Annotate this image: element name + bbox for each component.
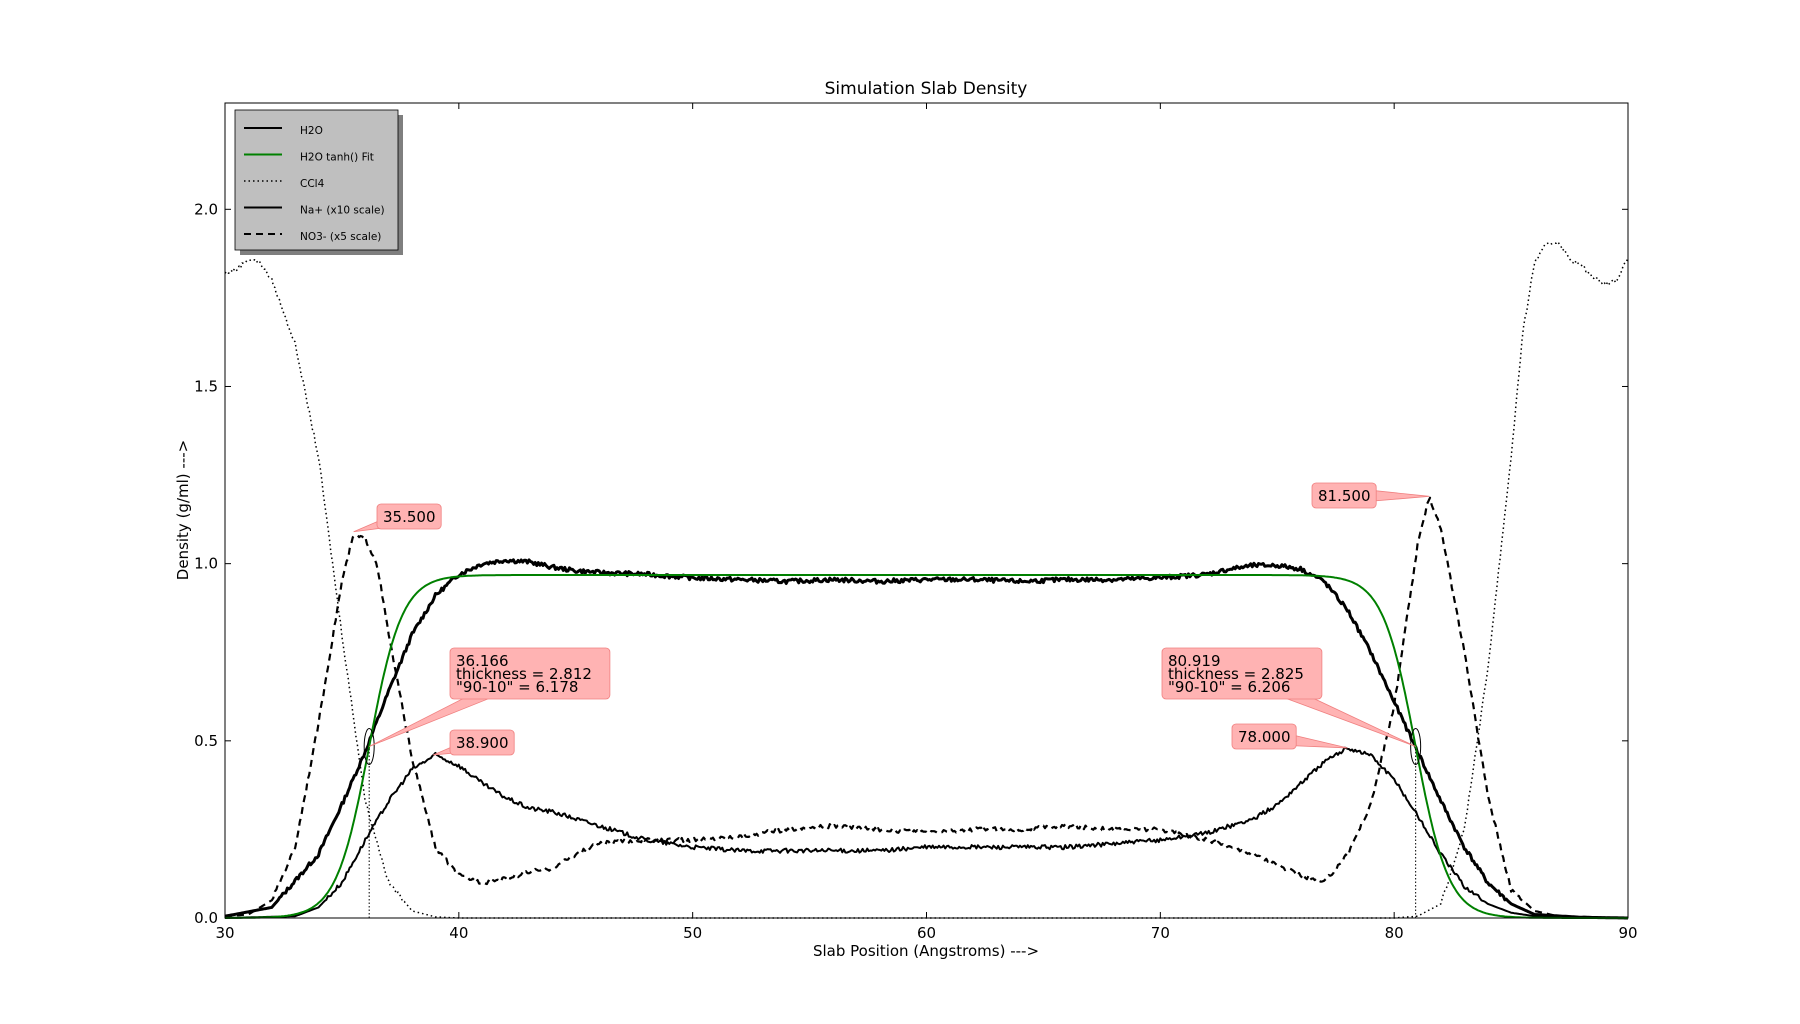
annotation-box	[449, 729, 515, 756]
series-line-no3-x5-scale	[224, 496, 1628, 920]
annotation: 35.500	[353, 503, 442, 533]
x-tick-label: 80	[1385, 924, 1404, 942]
annotation: 81.500	[1311, 482, 1430, 509]
legend-label: CCl4	[300, 178, 325, 190]
legend-label: NO3- (x5 scale)	[300, 231, 381, 243]
x-tick-label: 30	[215, 924, 234, 942]
interface-marker	[363, 727, 375, 765]
y-tick-label: 1.5	[194, 377, 218, 395]
annotation-text: "90-10" = 6.178	[456, 678, 578, 696]
y-tick-label: 2.0	[194, 200, 218, 218]
x-tick-label: 60	[917, 924, 936, 942]
annotation-text: 80.919	[1168, 652, 1221, 670]
annotation-text: 36.166	[456, 652, 509, 670]
y-tick-label: 0.0	[194, 909, 218, 927]
chart-title: Simulation Slab Density	[825, 79, 1028, 99]
legend-label: H2O tanh() Fit	[300, 152, 374, 164]
annotation-text: thickness = 2.812	[456, 665, 592, 683]
annotation-text: 38.900	[456, 734, 509, 752]
annotation: 38.900	[432, 729, 515, 756]
interface-marker	[1410, 727, 1422, 765]
series-line-h2o-tanh-fit	[225, 574, 1628, 919]
legend-label: H2O	[300, 125, 323, 137]
annotation-text: 81.500	[1318, 487, 1371, 505]
x-tick-label: 40	[449, 924, 468, 942]
y-axis-label: Density (g/ml) --->	[174, 440, 192, 580]
annotation-box	[1161, 647, 1323, 700]
annotation-box	[1311, 482, 1377, 509]
legend-label: Na+ (x10 scale)	[300, 205, 385, 217]
annotation-box	[449, 647, 611, 700]
annotation-box	[1231, 723, 1297, 750]
x-tick-label: 70	[1151, 924, 1170, 942]
legend-box	[234, 109, 399, 251]
y-tick-label: 0.5	[194, 732, 218, 750]
annotation: 78.000	[1231, 723, 1348, 750]
x-tick-label: 90	[1618, 924, 1637, 942]
x-tick-label: 50	[683, 924, 702, 942]
plot-area	[225, 103, 1628, 918]
annotation-box	[376, 503, 442, 530]
legend: H2O H2O tanh() Fit CCl4 Na+ (x10 scale) NO3-…	[234, 109, 403, 255]
y-tick-label: 1.0	[194, 555, 218, 573]
annotation-text: 35.500	[383, 508, 436, 526]
annotation-text: "90-10" = 6.206	[1168, 678, 1290, 696]
annotation-text: thickness = 2.825	[1168, 665, 1304, 683]
series-line-na-x10-scale	[225, 746, 1628, 919]
annotation-text: 78.000	[1238, 728, 1291, 746]
x-axis-label: Slab Position (Angstroms) --->	[813, 942, 1039, 960]
